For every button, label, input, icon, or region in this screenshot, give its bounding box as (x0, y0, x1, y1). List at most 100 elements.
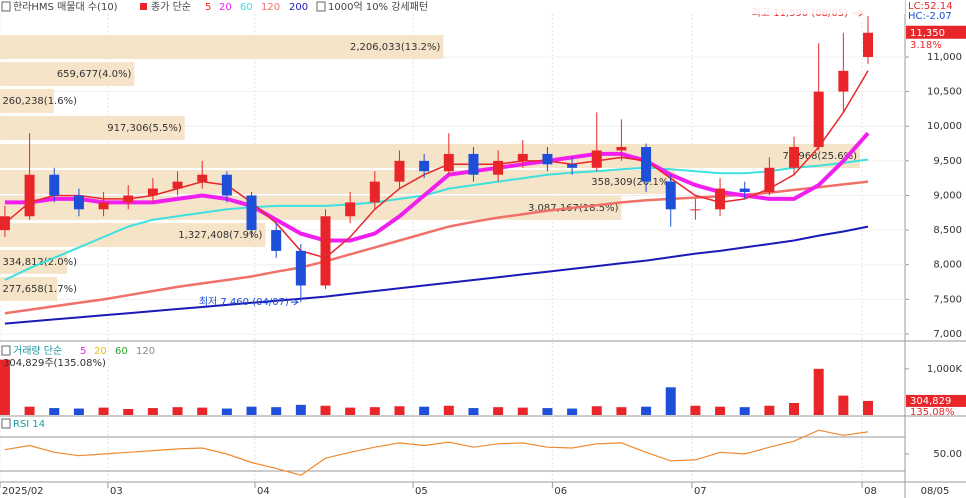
volume-profile-label: 1,327,408(7.9%) (178, 230, 262, 241)
candle-body (443, 153, 454, 172)
candle-body (345, 202, 356, 217)
volume-bar (221, 408, 232, 415)
candle-body (295, 250, 306, 286)
change-label: 3.18% (910, 40, 942, 51)
volume-profile-bar (0, 115, 185, 140)
candle-body (764, 167, 775, 193)
x-tick-label: 03 (110, 486, 123, 497)
legend-entry: 60 (240, 2, 253, 13)
volume-bar (838, 395, 849, 415)
candle-body (493, 160, 504, 175)
volume-bar (345, 407, 356, 415)
low-annotation: 최저 7,460 (04/07) (199, 296, 289, 308)
candle-body (123, 195, 134, 203)
volume-profile-label: 659,677(4.0%) (57, 69, 132, 80)
volume-bar (49, 408, 60, 415)
candle-body (320, 216, 331, 286)
volume-bar (789, 403, 800, 415)
indicator: HC:-2.07 (908, 11, 952, 22)
low-arrow (290, 298, 300, 306)
volume-profile-label: 358,309(20.1%) (591, 177, 672, 188)
candle-body (863, 32, 874, 57)
volume-bar (517, 407, 528, 415)
legend-entry: 20 (219, 2, 232, 13)
candle-body (0, 216, 10, 231)
moving-average (4, 158, 869, 281)
volume-bar (0, 359, 10, 415)
legend-entry: 20 (94, 346, 107, 357)
volume-bar (172, 407, 183, 415)
volume-bar (246, 406, 257, 415)
volume-bar (764, 405, 775, 415)
volume-bar (715, 406, 726, 415)
candle-body (715, 188, 726, 210)
candle-body (517, 153, 528, 161)
volume-profile-label: 277,658(1.7%) (2, 284, 77, 295)
chart-title: 한라HMS 매물대 수(10) (13, 1, 118, 13)
y-tick-label: 7,500 (933, 294, 962, 305)
y-tick-label: 11,000 (927, 52, 962, 63)
checkbox (316, 1, 326, 12)
x-tick-label: 06 (554, 486, 567, 497)
last-volume-change: 135.08% (910, 407, 955, 418)
checkbox (1, 345, 11, 356)
volume-bar (690, 405, 701, 415)
candle-body (221, 174, 232, 196)
y-tick-label: 8,500 (933, 225, 962, 236)
x-tick-label: 04 (257, 486, 270, 497)
volume-bar (271, 407, 282, 415)
volume-profile-label: 70,968(25.6%) (782, 151, 857, 162)
y-tick-label: 7,000 (933, 329, 962, 340)
volume-bar (863, 400, 874, 415)
rsi-title: RSI 14 (13, 419, 45, 430)
y-tick-label: 10,000 (927, 121, 962, 132)
volume-bar (147, 408, 158, 415)
candle-body (789, 147, 800, 168)
candle-body (468, 153, 479, 175)
candle-body (24, 174, 35, 217)
volume-profile-bar (0, 88, 54, 113)
legend-entry: 5 (80, 346, 86, 357)
volume-bar (295, 404, 306, 415)
legend-entry: 120 (136, 346, 155, 357)
indicator: LC:52.14 (908, 1, 953, 12)
candle-body (542, 153, 553, 165)
candle-body (394, 160, 405, 182)
candle-body (419, 160, 430, 172)
candle-body (271, 230, 282, 251)
legend-entry: 5 (205, 2, 211, 13)
rsi-line (4, 429, 869, 476)
volume-bar (73, 408, 84, 415)
volume-bar (813, 368, 824, 415)
last-price-box (906, 25, 966, 39)
volume-profile-label: 334,812(2.0%) (2, 257, 77, 268)
candle-body (739, 188, 750, 193)
volume-bar (369, 407, 380, 415)
x-tick-label: 05 (415, 486, 428, 497)
volume-bar (542, 408, 553, 415)
y-tick-label: 10,500 (927, 87, 962, 98)
volume-profile-bar (0, 61, 135, 86)
moving-average (4, 225, 869, 325)
candle-body (641, 147, 652, 182)
legend-entry: 120 (261, 2, 280, 13)
x-tick-label: 07 (694, 486, 707, 497)
volume-profile-bar (0, 249, 68, 274)
x-tick-label: 08 (864, 486, 877, 497)
candle-body (172, 181, 183, 189)
volume-bar (591, 406, 602, 415)
volume-bar (493, 407, 504, 415)
volume-bar (320, 405, 331, 415)
candle-body (49, 174, 60, 196)
volume-bar (394, 406, 405, 415)
candle-body (838, 70, 849, 92)
candle-body (813, 91, 824, 148)
volume-bar (641, 406, 652, 415)
volume-profile-bar (0, 35, 444, 60)
volume-bar (419, 406, 430, 415)
last-volume-box (906, 394, 966, 407)
volume-profile-label: 917,306(5.5%) (107, 123, 182, 134)
volume-bar (567, 408, 578, 415)
volume-title: 거래량 단순 (13, 345, 62, 357)
